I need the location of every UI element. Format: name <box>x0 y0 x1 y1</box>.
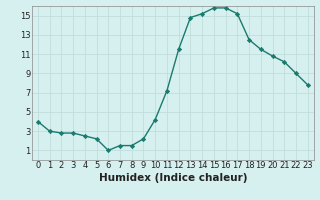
X-axis label: Humidex (Indice chaleur): Humidex (Indice chaleur) <box>99 173 247 183</box>
